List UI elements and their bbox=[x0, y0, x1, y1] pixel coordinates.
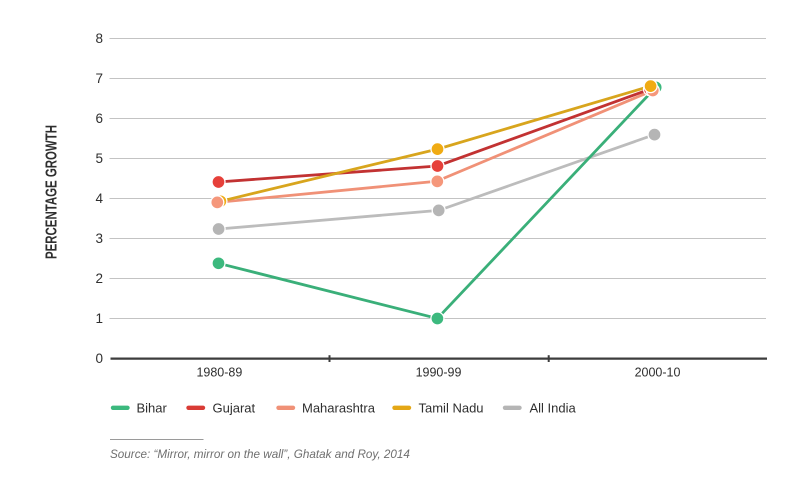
svg-text:Tamil Nadu: Tamil Nadu bbox=[419, 400, 484, 415]
svg-text:1990-99: 1990-99 bbox=[416, 366, 462, 380]
svg-text:1: 1 bbox=[95, 311, 103, 326]
svg-text:7: 7 bbox=[95, 71, 103, 86]
svg-text:Bihar: Bihar bbox=[137, 400, 168, 415]
svg-text:Maharashtra: Maharashtra bbox=[302, 400, 376, 415]
svg-text:2000-10: 2000-10 bbox=[635, 366, 681, 380]
svg-text:1980-89: 1980-89 bbox=[196, 366, 242, 380]
svg-text:Gujarat: Gujarat bbox=[213, 400, 256, 415]
svg-text:6: 6 bbox=[95, 111, 103, 126]
svg-text:0: 0 bbox=[95, 351, 103, 366]
svg-text:4: 4 bbox=[95, 191, 103, 206]
svg-text:8: 8 bbox=[95, 31, 103, 46]
svg-text:2: 2 bbox=[95, 271, 103, 286]
svg-text:5: 5 bbox=[95, 151, 103, 166]
svg-text:Source: “Mirror, mirror on the: Source: “Mirror, mirror on the wall”, Gh… bbox=[110, 448, 410, 461]
svg-text:All India: All India bbox=[530, 400, 577, 415]
svg-text:3: 3 bbox=[95, 231, 103, 246]
svg-text:PERCENTAGE GROWTH: PERCENTAGE GROWTH bbox=[44, 125, 61, 259]
